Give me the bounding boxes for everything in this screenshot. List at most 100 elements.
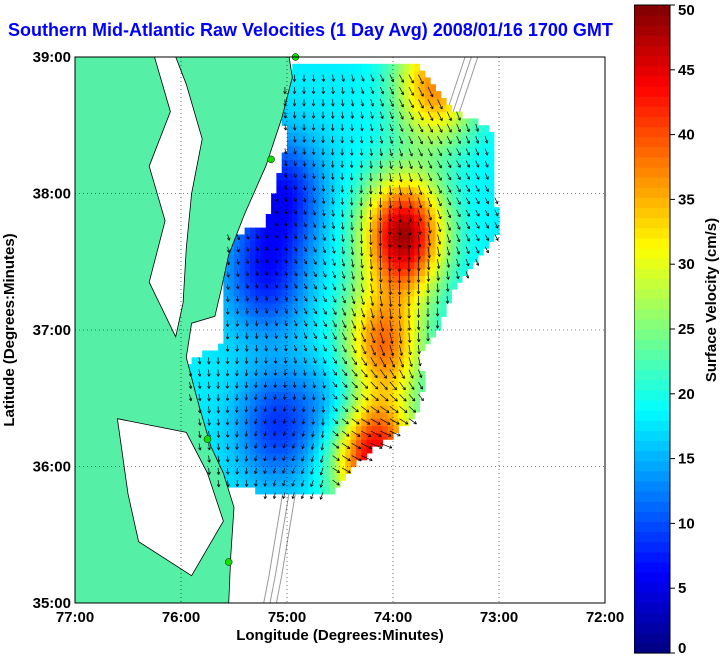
heatmap-cell bbox=[371, 398, 378, 406]
heatmap-cell bbox=[377, 343, 383, 352]
heatmap-cell bbox=[430, 97, 436, 106]
heatmap-cell bbox=[387, 104, 394, 113]
heatmap-cell bbox=[265, 480, 272, 488]
velocity-arrow bbox=[311, 123, 316, 131]
heatmap-cell bbox=[366, 125, 373, 133]
heatmap-cell bbox=[387, 295, 394, 304]
heatmap-cell bbox=[398, 336, 405, 345]
heatmap-cell bbox=[477, 152, 484, 160]
colorbar-tick-label: 5 bbox=[678, 580, 686, 597]
velocity-arrow bbox=[437, 234, 442, 245]
heatmap-cell bbox=[424, 173, 431, 181]
velocity-arrow bbox=[282, 430, 286, 437]
heatmap-cell bbox=[345, 323, 352, 331]
heatmap-cell bbox=[239, 459, 246, 468]
heatmap-cell bbox=[244, 357, 251, 365]
velocity-arrow bbox=[349, 197, 354, 206]
heatmap-cell bbox=[361, 398, 368, 406]
velocity-arrow bbox=[408, 74, 414, 84]
velocity-arrow bbox=[235, 381, 239, 389]
velocity-arrow bbox=[255, 308, 259, 314]
heatmap-cell bbox=[308, 459, 315, 468]
heatmap-cell bbox=[334, 330, 341, 338]
heatmap-cell bbox=[398, 207, 405, 215]
velocity-arrow bbox=[418, 136, 423, 145]
heatmap-cell bbox=[292, 439, 299, 447]
heatmap-cell bbox=[340, 145, 346, 154]
heatmap-cell bbox=[488, 234, 495, 242]
heatmap-cell bbox=[324, 104, 330, 113]
heatmap-cell bbox=[424, 275, 431, 283]
heatmap-cell bbox=[239, 466, 246, 474]
heatmap-cell bbox=[419, 377, 426, 386]
heatmap-cell bbox=[212, 357, 219, 365]
heatmap-cell bbox=[228, 480, 235, 488]
velocity-arrow bbox=[272, 443, 277, 449]
velocity-arrow bbox=[294, 332, 298, 339]
heatmap-cell bbox=[281, 323, 288, 331]
colorbar-band bbox=[634, 632, 670, 644]
heatmap-cell bbox=[403, 193, 410, 201]
heatmap-cell bbox=[446, 186, 452, 195]
velocity-arrow bbox=[341, 357, 348, 365]
heatmap-cell bbox=[329, 425, 336, 433]
heatmap-cell bbox=[355, 111, 362, 120]
velocity-arrow bbox=[283, 99, 287, 107]
heatmap-cell bbox=[276, 173, 283, 181]
heatmap-cell bbox=[361, 377, 368, 386]
heatmap-cell bbox=[287, 316, 293, 324]
heatmap-cell bbox=[287, 111, 293, 120]
heatmap-cell bbox=[430, 302, 436, 311]
heatmap-cell bbox=[271, 473, 277, 481]
heatmap-cell bbox=[234, 336, 240, 345]
heatmap-cell bbox=[292, 391, 299, 399]
heatmap-cell bbox=[249, 350, 256, 358]
velocity-arrow bbox=[303, 344, 308, 352]
heatmap-cell bbox=[377, 179, 383, 188]
heatmap-cell bbox=[419, 330, 426, 338]
heatmap-cell bbox=[234, 241, 240, 249]
heatmap-cell bbox=[260, 309, 267, 317]
velocity-arrow bbox=[226, 271, 230, 278]
heatmap-cell bbox=[308, 425, 315, 433]
heatmap-cell bbox=[393, 173, 399, 181]
heatmap-cell bbox=[223, 405, 230, 413]
heatmap-cell bbox=[419, 309, 426, 317]
heatmap-cell bbox=[382, 84, 389, 92]
velocity-arrow bbox=[273, 418, 277, 424]
heatmap-cell bbox=[345, 220, 352, 229]
heatmap-cell bbox=[228, 248, 235, 256]
heatmap-cell bbox=[287, 200, 293, 208]
heatmap-cell bbox=[308, 330, 315, 338]
velocity-arrow bbox=[272, 492, 277, 500]
heatmap-cell bbox=[472, 207, 479, 215]
velocity-arrow bbox=[188, 394, 193, 402]
velocity-arrow bbox=[302, 185, 307, 191]
heatmap-cell bbox=[318, 241, 325, 249]
velocity-arrow bbox=[265, 234, 269, 239]
heatmap-cell bbox=[255, 459, 262, 468]
heatmap-cell bbox=[387, 200, 394, 208]
heatmap-cell bbox=[287, 138, 293, 147]
velocity-arrow bbox=[294, 283, 298, 289]
heatmap-cell bbox=[340, 466, 346, 474]
heatmap-cell bbox=[292, 145, 299, 154]
velocity-arrow bbox=[292, 74, 297, 82]
heatmap-cell bbox=[234, 248, 240, 256]
heatmap-cell bbox=[355, 77, 362, 85]
velocity-arrow bbox=[427, 222, 432, 234]
heatmap-cell bbox=[318, 179, 325, 188]
colorbar-band bbox=[634, 15, 670, 26]
heatmap-cell bbox=[403, 275, 410, 283]
velocity-arrow bbox=[408, 357, 413, 367]
colorbar-tick-label: 25 bbox=[678, 321, 695, 338]
velocity-arrow bbox=[436, 258, 441, 269]
velocity-arrow bbox=[225, 394, 230, 401]
heatmap-cell bbox=[334, 77, 341, 85]
velocity-arrow bbox=[351, 344, 357, 354]
heatmap-cell bbox=[308, 207, 315, 215]
velocity-arrow bbox=[407, 258, 411, 272]
heatmap-cell bbox=[461, 193, 468, 201]
heatmap-cell bbox=[318, 152, 325, 160]
heatmap-cell bbox=[287, 377, 293, 386]
